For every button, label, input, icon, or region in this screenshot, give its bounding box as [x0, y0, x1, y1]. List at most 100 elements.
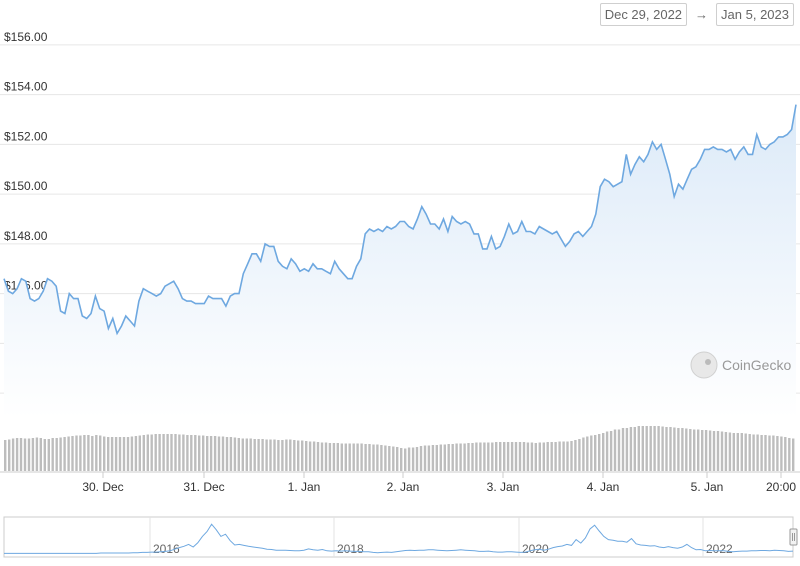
volume-bar [411, 447, 415, 471]
volume-bar [11, 438, 15, 471]
volume-bar [110, 437, 114, 471]
y-tick-label: $156.00 [4, 30, 48, 44]
volume-bar [617, 429, 621, 471]
navigator-handle[interactable] [789, 528, 798, 546]
volume-bar [590, 435, 593, 471]
volume-bar [174, 434, 177, 471]
volume-bar [281, 440, 284, 471]
volume-bar [451, 444, 454, 471]
volume-bar [704, 430, 708, 471]
volume-bars [4, 426, 795, 471]
volume-bar [51, 438, 54, 471]
volume-bar [4, 440, 7, 471]
volume-bar [154, 434, 157, 471]
volume-bar [609, 431, 613, 471]
volume-bar [574, 440, 577, 471]
volume-bar [249, 438, 252, 471]
volume-bar [728, 432, 732, 471]
volume-bar [213, 436, 217, 471]
volume-bar [150, 434, 153, 471]
volume-bar [495, 442, 498, 471]
range-start-input[interactable]: Dec 29, 2022 [599, 3, 688, 26]
volume-bar [269, 439, 272, 471]
volume-bar [297, 440, 300, 471]
volume-bar [380, 445, 383, 471]
x-tick-label: 30. Dec [82, 480, 123, 494]
volume-bar [657, 426, 660, 471]
volume-bar [253, 439, 256, 471]
volume-bar [241, 438, 244, 471]
volume-bar [344, 443, 347, 471]
navigator-tick-label: 2016 [153, 542, 180, 556]
volume-bar [653, 426, 656, 471]
volume-bar [261, 439, 264, 471]
navigator[interactable]: 2016 2018 2020 2022 [3, 516, 798, 558]
volume-bar [308, 441, 312, 471]
volume-bar [209, 436, 213, 471]
volume-bar [431, 445, 435, 471]
volume-bar [384, 445, 387, 471]
volume-bar [621, 428, 625, 471]
volume-bar [257, 439, 260, 471]
volume-bar [229, 437, 233, 471]
volume-bar [340, 443, 343, 471]
volume-bar [138, 435, 141, 471]
volume-bar [506, 442, 510, 471]
volume-bar [194, 435, 197, 471]
volume-bar [689, 429, 692, 471]
volume-bar [681, 428, 684, 471]
volume-bar [487, 442, 490, 471]
volume-bar [645, 426, 648, 471]
volume-bar [423, 445, 427, 471]
volume-bar [324, 442, 328, 471]
volume-bar [471, 443, 474, 471]
x-tick-label: 2. Jan [387, 480, 420, 494]
volume-bar [455, 443, 458, 471]
volume-bar [372, 444, 375, 471]
volume-bar [415, 447, 419, 471]
volume-bar [388, 446, 391, 471]
volume-bar [566, 441, 569, 471]
volume-bar [55, 438, 58, 471]
volume-bar [316, 442, 320, 471]
volume-bar [59, 437, 62, 471]
price-line [3, 104, 797, 336]
volume-bar [47, 439, 50, 471]
volume-bar [665, 427, 668, 471]
volume-bar [503, 442, 506, 471]
volume-bar [748, 434, 751, 471]
x-tick-label: 1. Jan [288, 480, 321, 494]
volume-bar [237, 438, 240, 471]
volume-bar [186, 435, 189, 471]
volume-bar [368, 444, 371, 471]
volume-bar [712, 431, 716, 471]
volume-bar [546, 442, 549, 471]
volume-bar [716, 431, 720, 471]
volume-bar [641, 426, 644, 471]
volume-bar [768, 435, 771, 471]
volume-bar [328, 443, 332, 471]
navigator-tick-label: 2020 [522, 542, 549, 556]
volume-bar [352, 443, 355, 471]
volume-bar [586, 436, 589, 471]
range-end-input[interactable]: Jan 5, 2023 [716, 3, 794, 26]
x-tick-label: 5. Jan [691, 480, 724, 494]
volume-bar [550, 442, 553, 471]
volume-bar [83, 435, 86, 471]
volume-bar [756, 434, 759, 471]
volume-bar [510, 442, 514, 471]
volume-bar [724, 432, 728, 471]
volume-bar [784, 437, 787, 471]
navigator-tick-label: 2018 [337, 542, 364, 556]
volume-bar [720, 431, 724, 471]
volume-bar [118, 437, 122, 471]
x-tick-label: 31. Dec [183, 480, 224, 494]
volume-bar [91, 436, 94, 471]
x-tick-label: 20:00 [766, 480, 796, 494]
volume-bar [685, 428, 688, 471]
volume-bar [301, 440, 304, 471]
volume-bar [15, 438, 19, 471]
volume-bar [578, 439, 581, 471]
volume-bar [312, 441, 316, 471]
